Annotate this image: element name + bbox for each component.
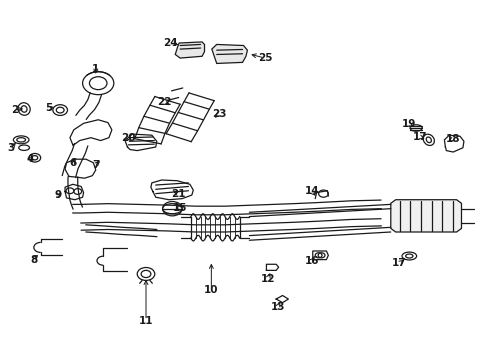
Polygon shape <box>175 42 204 58</box>
Polygon shape <box>211 44 247 63</box>
Text: 11: 11 <box>139 316 153 325</box>
Text: 9: 9 <box>55 190 61 200</box>
Text: 16: 16 <box>304 256 318 266</box>
Text: 5: 5 <box>45 103 52 113</box>
Polygon shape <box>390 200 461 232</box>
Text: 20: 20 <box>121 133 136 143</box>
Text: 14: 14 <box>304 186 319 197</box>
Text: 6: 6 <box>69 158 76 168</box>
Text: 19: 19 <box>401 120 416 129</box>
Text: 15: 15 <box>173 203 187 213</box>
Text: 23: 23 <box>211 109 226 119</box>
Text: 12: 12 <box>260 274 275 284</box>
Text: 21: 21 <box>171 189 185 199</box>
Text: 1: 1 <box>92 64 99 74</box>
Text: 10: 10 <box>203 285 218 296</box>
Text: 2: 2 <box>11 105 18 115</box>
Text: 8: 8 <box>30 255 38 265</box>
Text: 24: 24 <box>163 38 177 48</box>
Text: 13: 13 <box>270 302 285 312</box>
Text: 7: 7 <box>92 160 99 170</box>
Text: 3: 3 <box>8 143 15 153</box>
Text: 17: 17 <box>412 132 427 142</box>
Text: 4: 4 <box>26 154 34 164</box>
Text: 25: 25 <box>257 53 272 63</box>
Text: 18: 18 <box>445 134 460 144</box>
Text: 17: 17 <box>391 258 406 268</box>
Text: 22: 22 <box>157 97 171 107</box>
